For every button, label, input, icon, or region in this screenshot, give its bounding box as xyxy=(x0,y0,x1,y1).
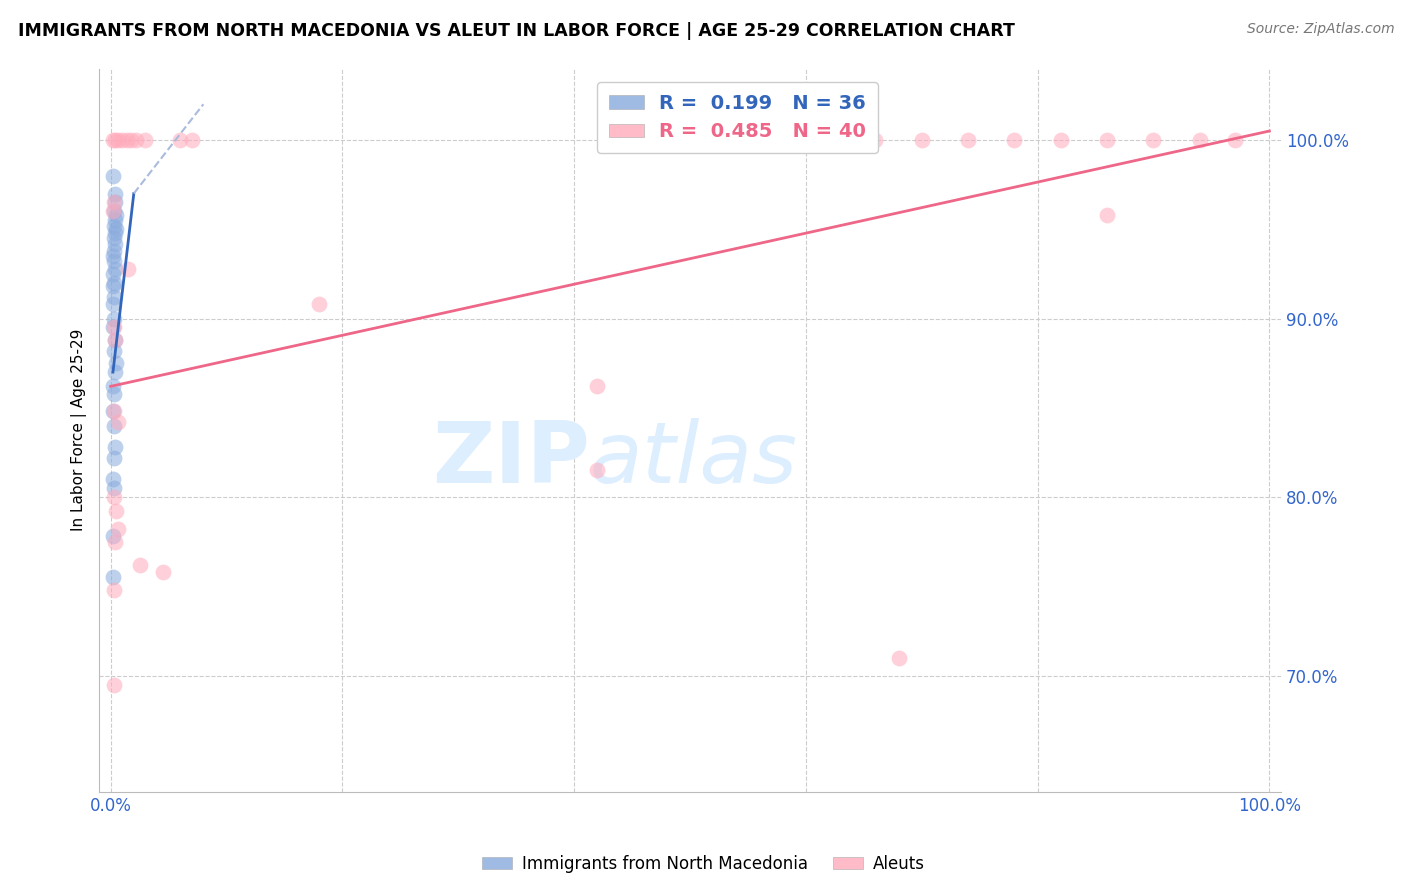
Point xyxy=(104,365,127,379)
Point xyxy=(104,226,127,240)
Point xyxy=(103,481,125,495)
Text: IMMIGRANTS FROM NORTH MACEDONIA VS ALEUT IN LABOR FORCE | AGE 25-29 CORRELATION : IMMIGRANTS FROM NORTH MACEDONIA VS ALEUT… xyxy=(18,22,1015,40)
Point xyxy=(103,254,125,268)
Point xyxy=(1049,133,1071,147)
Point xyxy=(128,558,150,572)
Point xyxy=(103,582,125,597)
Point xyxy=(586,463,609,477)
Point xyxy=(125,133,148,147)
Point xyxy=(101,404,124,418)
Point xyxy=(103,219,125,233)
Point xyxy=(107,522,129,536)
Point xyxy=(103,418,125,433)
Point xyxy=(104,133,127,147)
Point xyxy=(865,133,887,147)
Point xyxy=(105,222,128,236)
Point xyxy=(104,186,127,201)
Point xyxy=(911,133,934,147)
Point xyxy=(1188,133,1211,147)
Point xyxy=(103,320,125,334)
Point xyxy=(103,450,125,465)
Point xyxy=(103,195,125,210)
Point xyxy=(103,404,125,418)
Point xyxy=(103,343,125,358)
Point xyxy=(107,415,129,429)
Point xyxy=(957,133,980,147)
Point xyxy=(101,297,124,311)
Point xyxy=(103,290,125,304)
Point xyxy=(104,333,127,347)
Point xyxy=(107,133,129,147)
Point xyxy=(104,534,127,549)
Point xyxy=(101,529,124,543)
Point xyxy=(101,570,124,584)
Text: ZIP: ZIP xyxy=(432,417,589,500)
Point xyxy=(308,297,330,311)
Legend: R =  0.199   N = 36, R =  0.485   N = 40: R = 0.199 N = 36, R = 0.485 N = 40 xyxy=(598,82,877,153)
Point xyxy=(104,236,127,251)
Point xyxy=(169,133,191,147)
Text: Source: ZipAtlas.com: Source: ZipAtlas.com xyxy=(1247,22,1395,37)
Point xyxy=(1004,133,1026,147)
Point xyxy=(101,249,124,263)
Legend: Immigrants from North Macedonia, Aleuts: Immigrants from North Macedonia, Aleuts xyxy=(475,848,931,880)
Point xyxy=(101,133,124,147)
Point xyxy=(104,213,127,227)
Point xyxy=(104,195,127,210)
Point xyxy=(104,333,127,347)
Point xyxy=(104,261,127,276)
Point xyxy=(1142,133,1164,147)
Point xyxy=(103,276,125,290)
Point xyxy=(101,267,124,281)
Point xyxy=(105,208,128,222)
Point xyxy=(103,231,125,245)
Point xyxy=(101,379,124,393)
Point xyxy=(103,490,125,504)
Point xyxy=(104,440,127,454)
Point xyxy=(105,504,128,518)
Point xyxy=(887,650,910,665)
Point xyxy=(1223,133,1246,147)
Point xyxy=(115,133,138,147)
Point xyxy=(101,169,124,183)
Point xyxy=(103,311,125,326)
Point xyxy=(1095,208,1118,222)
Point xyxy=(121,133,143,147)
Point xyxy=(101,472,124,486)
Point xyxy=(111,133,134,147)
Point xyxy=(134,133,156,147)
Point xyxy=(103,386,125,401)
Point xyxy=(101,320,124,334)
Point xyxy=(818,133,841,147)
Point xyxy=(586,379,609,393)
Y-axis label: In Labor Force | Age 25-29: In Labor Force | Age 25-29 xyxy=(72,329,87,532)
Point xyxy=(101,279,124,293)
Text: atlas: atlas xyxy=(589,417,797,500)
Point xyxy=(103,204,125,219)
Point xyxy=(105,356,128,370)
Point xyxy=(103,244,125,258)
Point xyxy=(117,261,139,276)
Point xyxy=(1095,133,1118,147)
Point xyxy=(152,565,174,579)
Point xyxy=(180,133,202,147)
Point xyxy=(103,677,125,691)
Point xyxy=(101,204,124,219)
